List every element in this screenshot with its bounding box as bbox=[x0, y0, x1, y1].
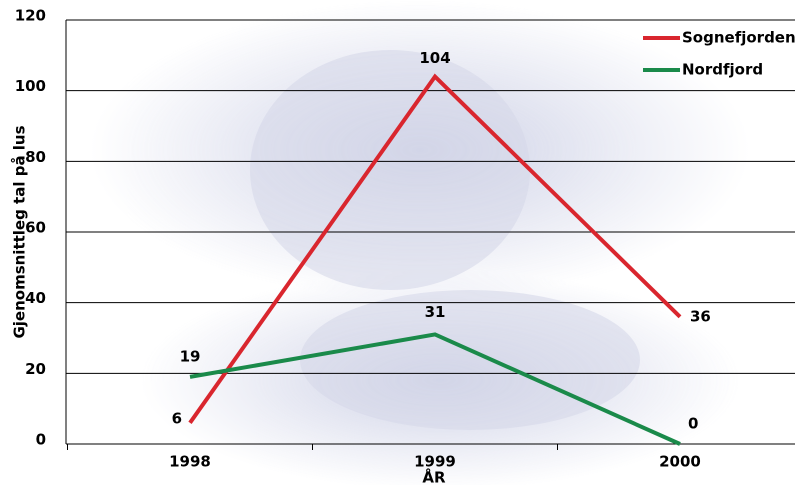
legend-label: Nordfjord bbox=[682, 61, 763, 79]
x-tick-label: 2000 bbox=[659, 453, 701, 471]
background-image bbox=[90, 0, 750, 485]
x-tick-label: 1998 bbox=[169, 453, 211, 471]
x-axis-label: ÅR bbox=[422, 468, 446, 485]
y-tick-label: 20 bbox=[25, 360, 46, 378]
y-tick-label: 80 bbox=[25, 148, 46, 166]
series-line bbox=[189, 332, 681, 446]
x-tick-label: 1999 bbox=[414, 453, 456, 471]
data-label: 31 bbox=[425, 303, 446, 321]
y-tick-label: 0 bbox=[36, 431, 46, 449]
y-tick-label: 120 bbox=[15, 7, 46, 25]
data-label: 19 bbox=[180, 347, 201, 365]
y-tick-label: 60 bbox=[25, 219, 46, 237]
data-label: 36 bbox=[690, 307, 711, 325]
data-label: 6 bbox=[172, 409, 182, 427]
y-tick-label: 40 bbox=[25, 289, 46, 307]
series-line bbox=[188, 73, 682, 424]
y-axis-label: Gjenomsnittleg tal på lus bbox=[11, 125, 29, 338]
legend-label: Sognefjorden bbox=[682, 29, 795, 47]
y-tick-label: 100 bbox=[15, 77, 46, 95]
data-label: 104 bbox=[419, 49, 450, 67]
data-label: 0 bbox=[688, 415, 698, 433]
